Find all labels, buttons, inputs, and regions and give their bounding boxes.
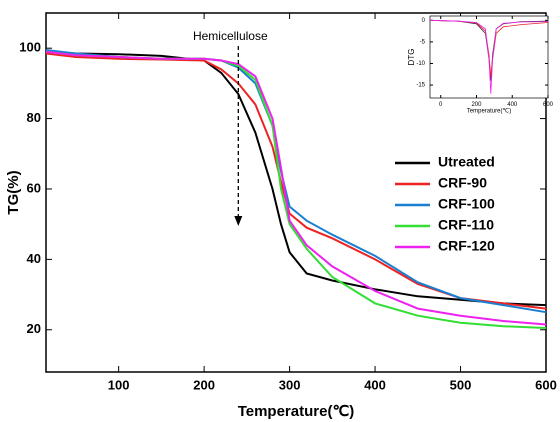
y-axis-label: DTG bbox=[407, 49, 416, 66]
y-tick-label: 60 bbox=[27, 180, 41, 195]
y-tick-label: -5 bbox=[420, 39, 426, 45]
y-tick-label: 0 bbox=[422, 18, 426, 24]
x-tick-label: 600 bbox=[535, 378, 557, 393]
x-axis-label: Temperature(℃) bbox=[238, 403, 355, 420]
x-tick-label: 100 bbox=[108, 378, 130, 393]
x-tick-label: 0 bbox=[439, 102, 443, 108]
legend-label: CRF-100 bbox=[438, 196, 495, 212]
x-tick-label: 400 bbox=[507, 102, 518, 108]
legend-label: CRF-110 bbox=[438, 217, 494, 233]
x-tick-label: 200 bbox=[193, 378, 215, 393]
y-tick-label: -15 bbox=[416, 83, 425, 89]
y-tick-label: 20 bbox=[27, 321, 41, 336]
x-tick-label: 500 bbox=[450, 378, 472, 393]
legend-label: CRF-90 bbox=[438, 175, 487, 191]
x-axis-label: Temperature(℃) bbox=[467, 109, 511, 115]
y-tick-label: -10 bbox=[416, 61, 425, 67]
y-tick-label: 80 bbox=[27, 110, 41, 125]
x-tick-label: 400 bbox=[364, 378, 386, 393]
plot-frame bbox=[429, 15, 549, 99]
series-line bbox=[45, 50, 547, 326]
series-line bbox=[429, 19, 549, 94]
y-tick-label: 100 bbox=[19, 40, 41, 55]
y-axis-label: TG(%) bbox=[5, 170, 22, 214]
plot-frame bbox=[45, 12, 547, 373]
annotation: Hemicellulose bbox=[193, 29, 268, 43]
x-tick-label: 200 bbox=[471, 102, 482, 108]
series-line bbox=[45, 50, 547, 307]
legend-label: Utreated bbox=[438, 154, 495, 170]
y-tick-label: 40 bbox=[27, 251, 41, 266]
x-tick-label: 600 bbox=[543, 102, 554, 108]
legend-label: CRF-120 bbox=[438, 238, 495, 254]
annotation-arrowhead bbox=[234, 216, 243, 226]
x-tick-label: 300 bbox=[279, 378, 301, 393]
